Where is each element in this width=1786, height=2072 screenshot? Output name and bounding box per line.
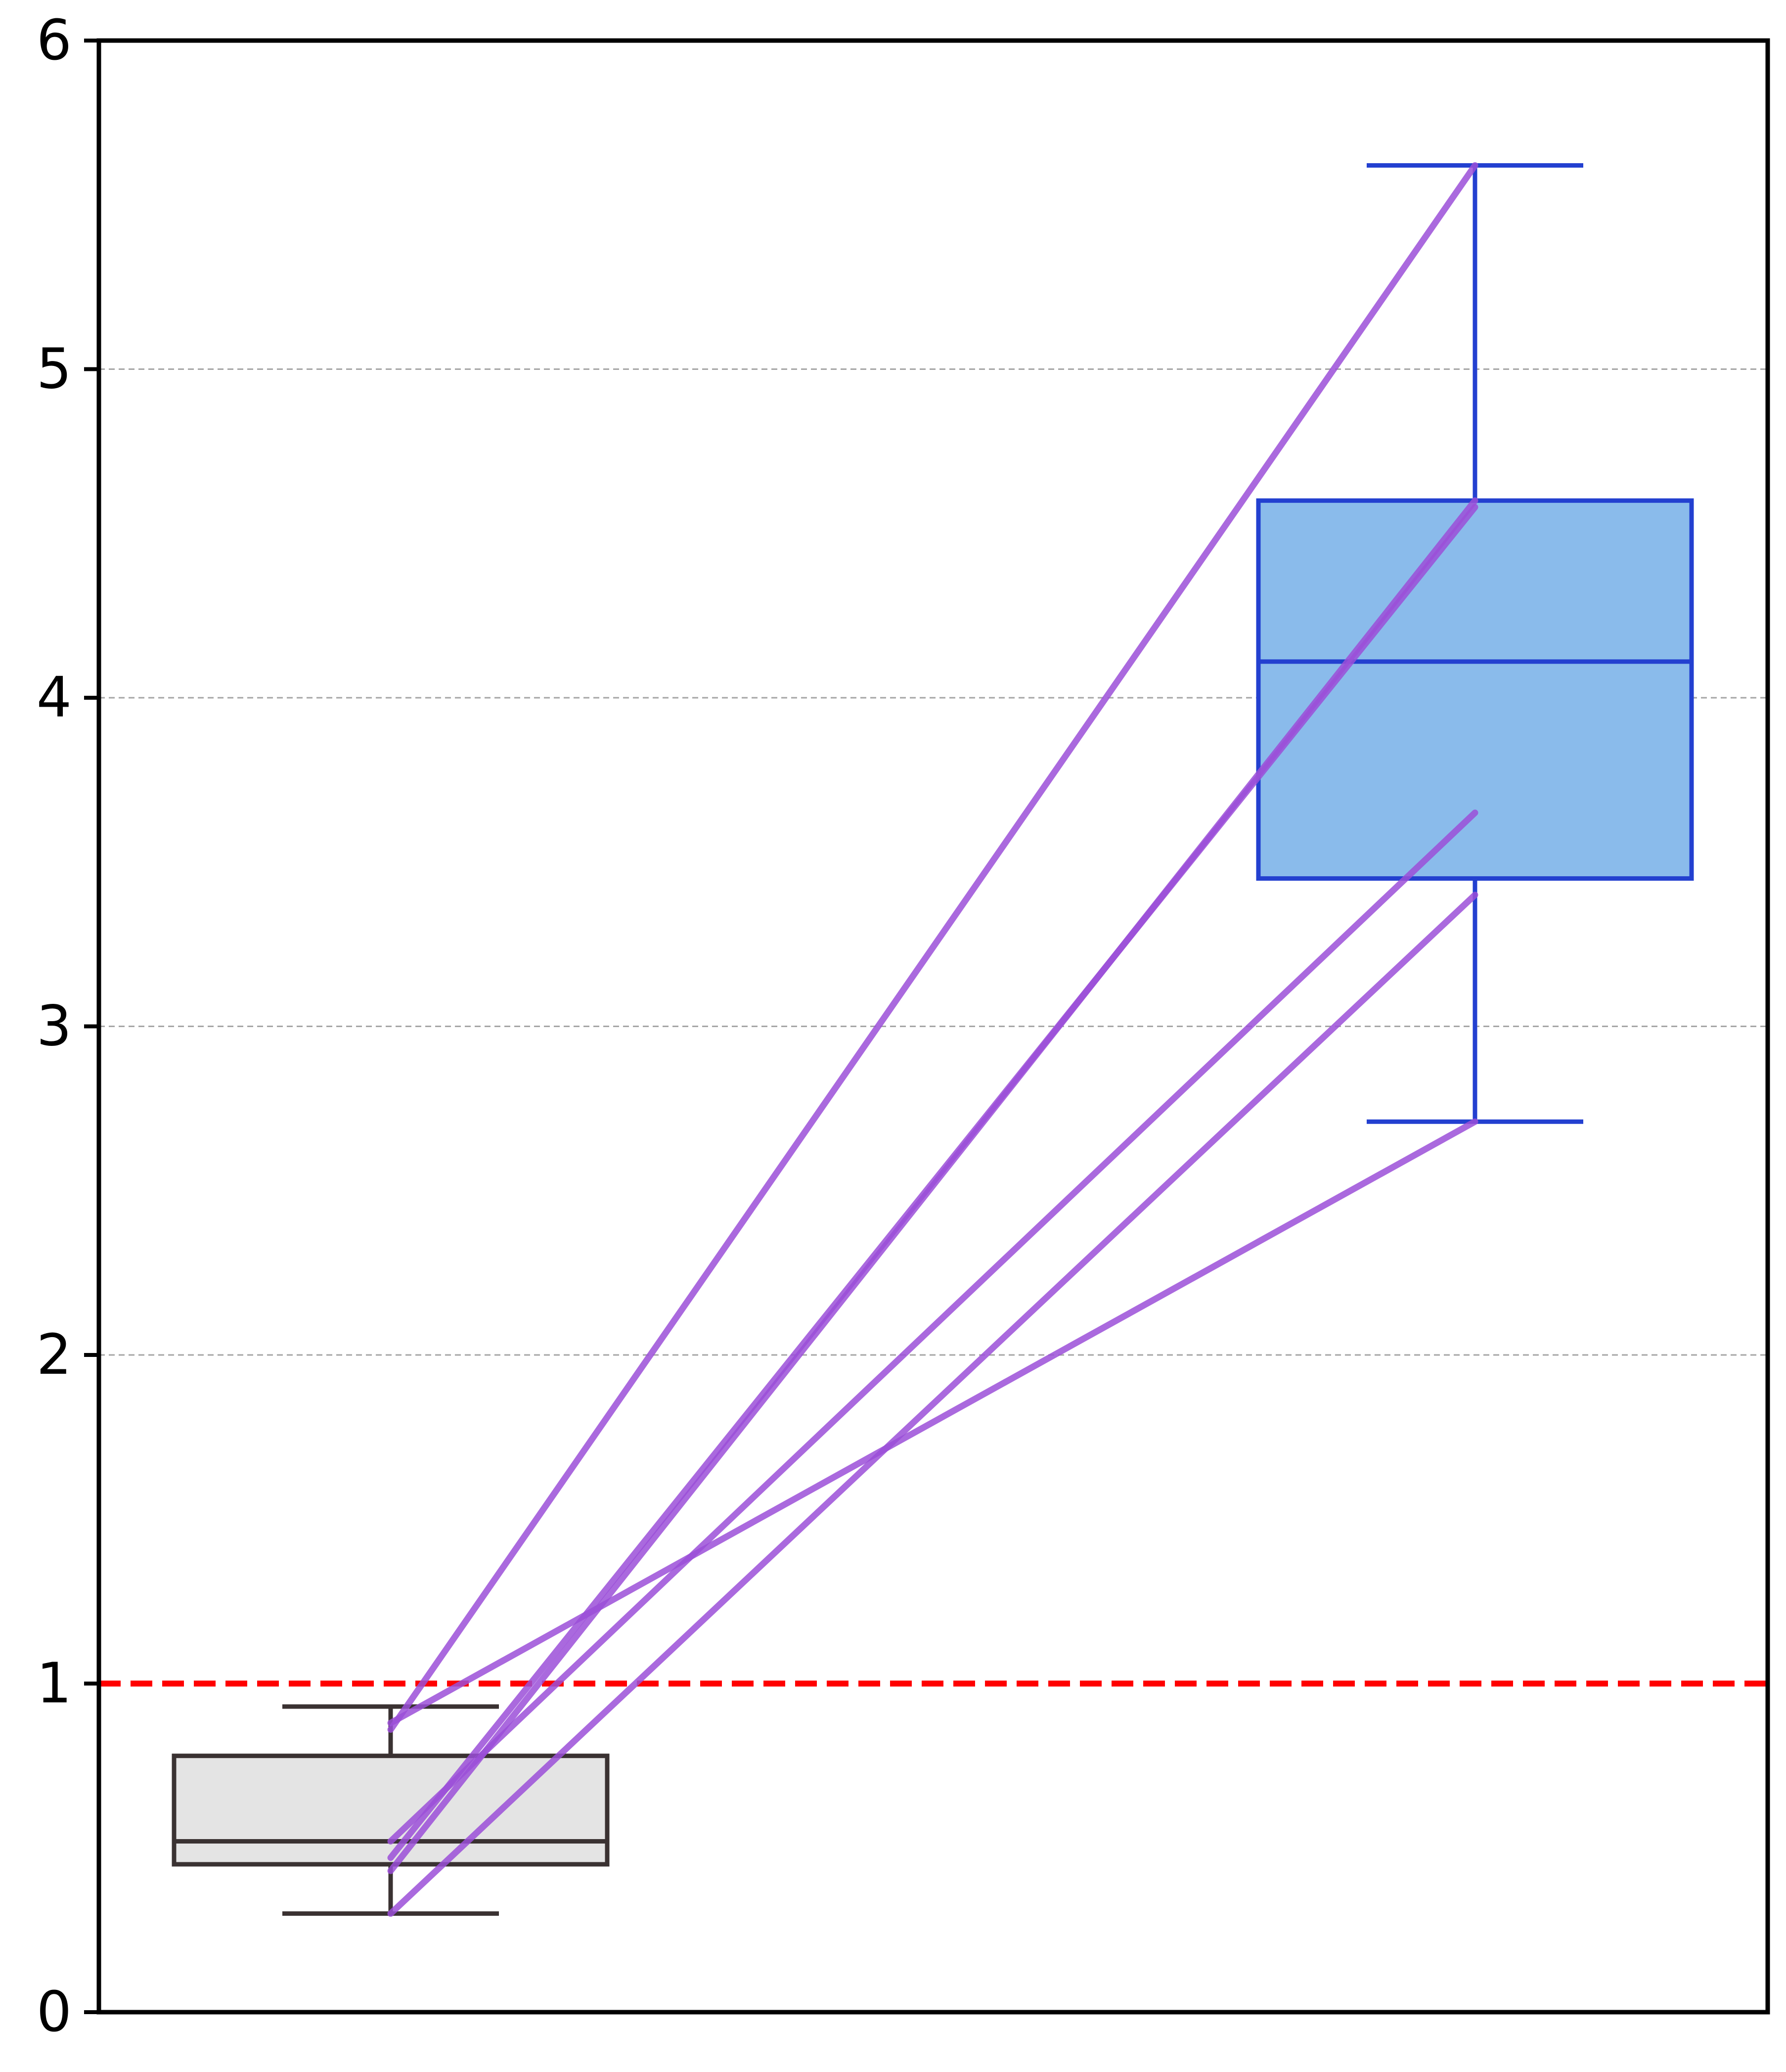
y-tick-label-1: 1 [37,1652,72,1716]
y-tick-label-3: 3 [37,994,72,1059]
y-tick-label-0: 0 [37,1980,72,2044]
y-tick-label-5: 5 [37,337,72,402]
boxes-group [172,163,1694,1916]
paired-line-5 [387,892,1478,1917]
paired-lines-group [387,162,1478,1917]
paired-line-3 [387,504,1478,1861]
axes-group: 0 1 2 3 4 5 6 [37,8,1770,2044]
paired-line-6 [387,1118,1478,1726]
paired-line-1 [387,162,1478,1733]
y-tick-label-2: 2 [37,1323,72,1387]
paired-line-4 [387,810,1478,1845]
y-tick-label-4: 4 [37,666,72,730]
grid-lines [99,368,1768,1356]
y-tick-label-6: 6 [37,8,72,73]
